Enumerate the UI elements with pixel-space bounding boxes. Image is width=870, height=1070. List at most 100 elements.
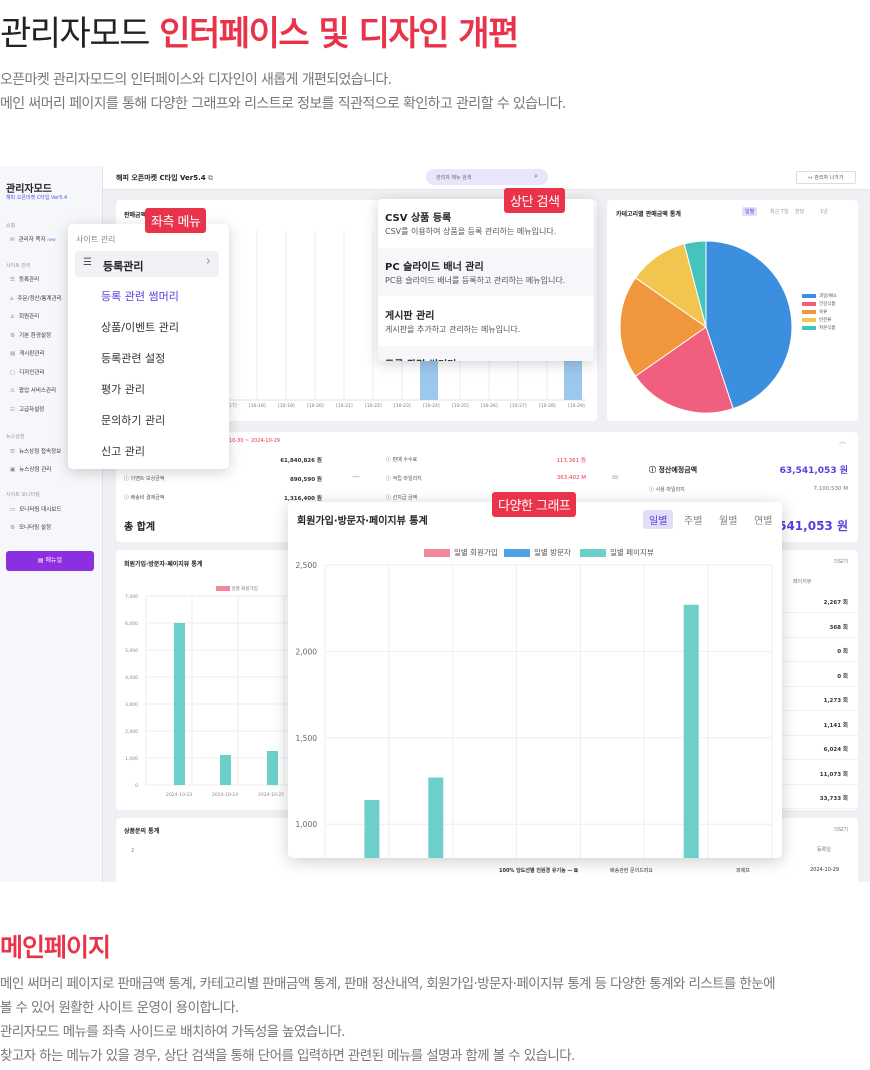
- y-tick-label: 1,000: [125, 756, 138, 762]
- hero-desc-line-2: 메인 써머리 페이지를 통해 다양한 그래프와 리스트로 정보를 직관적으로 확…: [0, 96, 566, 112]
- delivery-fee-value: 1,316,400 원: [284, 496, 322, 502]
- submenu-item[interactable]: 등록관련 설정: [101, 352, 166, 365]
- menu-item-registration[interactable]: ☰ 등록관리 ›: [75, 251, 219, 277]
- pie-tab[interactable]: 최근 7일: [770, 209, 789, 215]
- cart-icon: ⌂: [10, 295, 14, 302]
- sales-card-title: 판매금액: [124, 212, 147, 219]
- pageview-value: 0 회: [837, 649, 848, 655]
- y-tick-label: 1,000: [296, 820, 318, 829]
- inquiry-writer: 피에프: [736, 868, 750, 874]
- sidebar-item[interactable]: ♙ 회원관리: [10, 312, 39, 320]
- search-result-title: CSV 상품 등록: [385, 213, 452, 224]
- sidebar-item[interactable]: ⚙ 기본 환경설정: [10, 331, 51, 339]
- sidebar-item[interactable]: ▢ 디자인관리: [10, 368, 45, 376]
- exit-icon: ↦: [808, 175, 815, 181]
- pageview-value: 11,073 회: [819, 771, 848, 778]
- section-title: 메인페이지: [0, 933, 111, 962]
- submenu-item[interactable]: 상품/이벤트 관리: [101, 321, 180, 334]
- y-tick-label: 1,500: [296, 734, 318, 743]
- search-result-item[interactable]: 게시판 관리 게시판을 추가하고 관리하는 메뉴입니다.: [378, 297, 594, 345]
- collapse-icon[interactable]: ︿: [839, 437, 846, 445]
- search-results-popup: CSV 상품 등록 CSV를 이용하여 상품을 등록 관리하는 메뉴입니다. PC …: [378, 199, 594, 361]
- pie-slice: [619, 277, 707, 377]
- admin-menu-search[interactable]: 관리자 메뉴 검색 ⌕: [426, 169, 548, 185]
- graph-tab[interactable]: 일별: [643, 510, 674, 529]
- graph-popup-title: 회원가입·방문자·페이지뷰 통계: [297, 516, 428, 527]
- sidebar-item-monitoring-settings[interactable]: ⚙ 모니터링 설정: [10, 525, 52, 531]
- equals-sign: =: [611, 472, 620, 483]
- used-mileage-value: 7,100,530 M: [813, 486, 849, 492]
- used-mileage-label: ⓘ 사용 마일리지: [649, 487, 685, 493]
- sidebar-item-label: 팝업 서비스관리: [18, 388, 57, 394]
- graph-legend-item: 일별 방문자: [504, 547, 571, 558]
- sidebar-item-label: 관리자 쪽지: [18, 237, 46, 243]
- sales-date-tick: [10-25]: [452, 404, 469, 409]
- graph-tab[interactable]: 월별: [719, 516, 738, 527]
- menu-item-label: 등록관리: [103, 260, 144, 273]
- sales-commission-label: ⓘ 판매 수수료: [386, 457, 418, 463]
- pageview-value: 33,733 회: [819, 796, 848, 802]
- search-result-item[interactable]: CSV 상품 등록 CSV를 이용하여 상품을 등록 관리하는 메뉴입니다.: [378, 199, 594, 247]
- section-description: 메인 써머리 페이지로 판매금액 통계, 카테고리별 판매금액 통계, 판매 정…: [0, 972, 866, 1068]
- sidebar-item[interactable]: ☷ 고급자설정: [10, 405, 44, 413]
- y-tick-label: 0: [135, 783, 138, 789]
- submenu-item[interactable]: 문의하기 관리: [101, 414, 166, 427]
- sidebar-item[interactable]: ▤ 게시판관리: [10, 349, 45, 357]
- search-result-item[interactable]: PC 슬라이드 배너 관리 PC용 슬라이드 배너를 등록하고 관리하는 메뉴입니…: [378, 248, 594, 296]
- sidebar-item-news-access[interactable]: ☰ 뉴스상점 접속정보: [10, 449, 62, 455]
- mileage-label: ⓘ 적립 마일리지: [386, 476, 422, 482]
- pie-tab[interactable]: 1년: [820, 209, 828, 215]
- sidebar-item[interactable]: ☰ 등록관리: [10, 275, 39, 283]
- pie-slice: [634, 326, 734, 414]
- more-link[interactable]: 더보기: [834, 559, 848, 565]
- sidebar-section-news: 뉴스상점: [6, 434, 25, 440]
- sidebar-item[interactable]: ⚠ 팝업 서비스관리: [10, 386, 56, 394]
- small-bar: [267, 751, 278, 785]
- pageview-value: 1,273 회: [823, 698, 848, 704]
- sales-date-tick: [10-19]: [278, 404, 295, 409]
- legend-swatch: [802, 309, 816, 314]
- sales-date-tick: [10-24]: [423, 404, 440, 409]
- sales-date-tick: [10-28]: [539, 404, 556, 409]
- delivery-fee-label: ⓘ 배송비 결제금액: [124, 495, 165, 501]
- submenu-item[interactable]: 등록 관련 썸머리: [101, 290, 179, 303]
- pageview-value: 0 회: [837, 673, 848, 680]
- inquiry-product: 100% 당도선별 진원경 유기농 — ⧉: [499, 868, 578, 874]
- graph-tab[interactable]: 주별: [684, 516, 703, 527]
- search-result-desc: PC용 슬라이드 배너를 등록하고 관리하는 메뉴입니다.: [385, 276, 566, 285]
- pie-tab[interactable]: 한달: [795, 209, 805, 215]
- sidebar-item-label: 게시판관리: [19, 351, 45, 357]
- inquiry-more-link[interactable]: 더보기: [834, 827, 848, 833]
- graph-tab[interactable]: 연별: [754, 516, 773, 527]
- external-link-icon[interactable]: ⧉: [208, 174, 214, 182]
- commission-value: 113,361 원: [556, 458, 586, 464]
- settle-expected-value: 63,541,053 원: [779, 466, 848, 476]
- graph-legend-item: 일별 회원가입: [424, 547, 498, 558]
- sidebar-item-messages[interactable]: ✉ 관리자 쪽지 new: [10, 235, 56, 243]
- member-card-title: 회원가입·방문자·페이지뷰 통계: [124, 561, 203, 568]
- x-tick-label: 2024-10-23: [166, 792, 192, 798]
- legend-swatch: [216, 586, 230, 591]
- popup-icon[interactable]: ⧉: [574, 868, 578, 874]
- search-result-item[interactable]: 등록 관련 썸머리: [378, 346, 594, 361]
- inquiry-axis-tick: 2: [131, 848, 135, 854]
- manual-button[interactable]: ▤ 메뉴얼: [6, 551, 94, 571]
- menu-group-header: 사이트 관리: [76, 235, 116, 244]
- sidebar-item-monitoring-dashboard[interactable]: ▭ 모니터링 대시보드: [10, 507, 62, 513]
- legend-swatch: [802, 317, 816, 322]
- board-icon: ▤: [10, 351, 16, 357]
- submenu-item[interactable]: 평가 관리: [101, 383, 145, 396]
- search-result-desc: CSV를 이용하여 상품을 등록 관리하는 메뉴입니다.: [385, 227, 557, 236]
- minus-sign: —: [352, 472, 360, 481]
- submenu-item[interactable]: 신고 관리: [101, 445, 145, 458]
- sidebar-item-news-manage[interactable]: ▣ 뉴스상점 관리: [10, 467, 52, 473]
- pageview-value: 368 회: [829, 624, 848, 631]
- list-icon: ☰: [10, 277, 15, 283]
- desc-line-1: 메인 써머리 페이지로 판매금액 통계, 카테고리별 판매금액 통계, 판매 정…: [0, 976, 776, 992]
- tag-top-search: 상단 검색: [504, 188, 566, 213]
- logout-button[interactable]: ↦ 관리자 나가기: [796, 171, 856, 184]
- pie-tab[interactable]: 일별: [742, 207, 758, 216]
- sales-date-tick: [10-21]: [336, 404, 353, 409]
- sidebar-item[interactable]: ⌂ 주문/정산/통계관리: [10, 294, 62, 302]
